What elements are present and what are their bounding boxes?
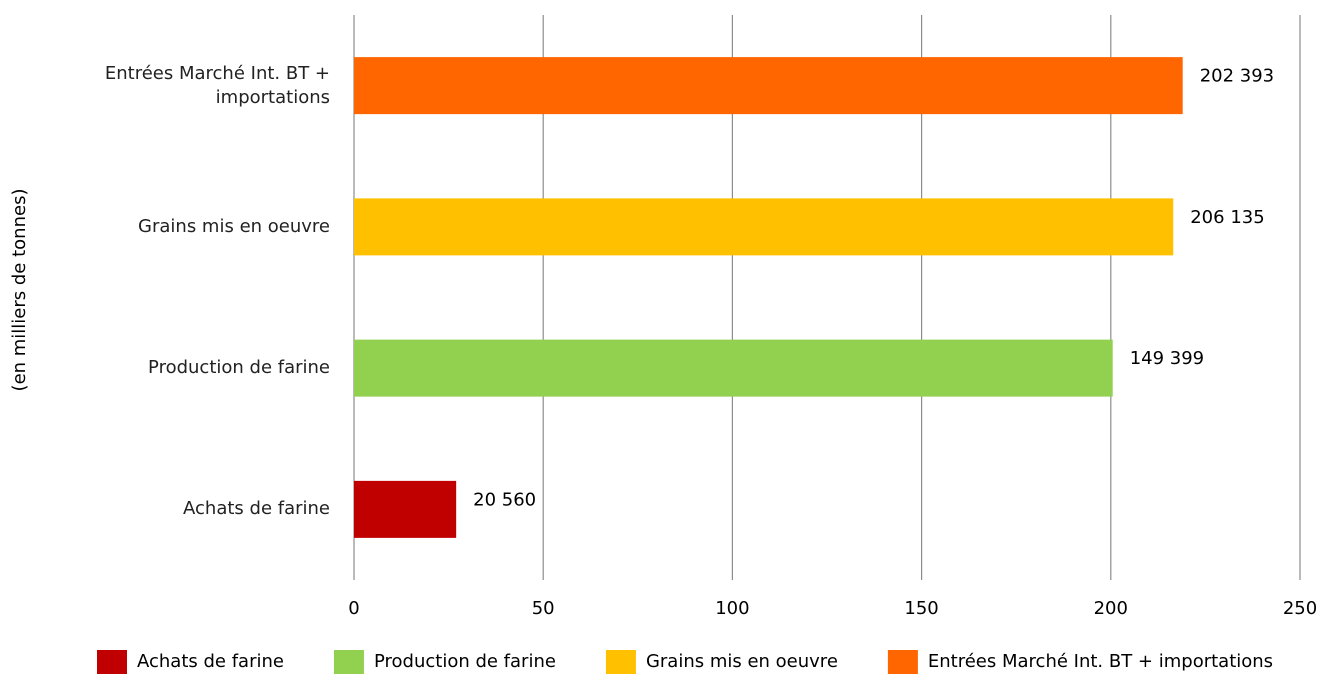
- x-tick-label: 200: [1094, 598, 1128, 619]
- legend-swatch: [605, 650, 636, 674]
- axis-label: (en milliers de tonnes): [9, 189, 30, 392]
- bar: [354, 57, 1183, 115]
- legend-label: Achats de farine: [137, 651, 284, 672]
- y-tick-label: Grains mis en oeuvre: [138, 215, 330, 237]
- bar: [354, 480, 457, 538]
- legend-label: Entrées Marché Int. BT + importations: [928, 651, 1273, 672]
- x-tick-label: 250: [1283, 598, 1317, 619]
- legend-swatch: [97, 650, 127, 674]
- legend-swatch: [887, 650, 918, 674]
- data-label: 206 135: [1190, 207, 1264, 228]
- y-tick-label: Production de farine: [148, 357, 330, 379]
- legend-label: Grains mis en oeuvre: [646, 651, 838, 672]
- y-tick-label: Achats de farine: [183, 498, 330, 520]
- y-tick-label: Entrées Marché Int. BT + importations: [104, 62, 330, 108]
- bar: [354, 198, 1174, 256]
- data-label: 20 560: [473, 489, 536, 510]
- x-tick-label: 0: [348, 598, 359, 619]
- x-tick-label: 150: [904, 598, 938, 619]
- data-label: 149 399: [1130, 348, 1204, 369]
- x-tick-label: 100: [715, 598, 749, 619]
- legend-label: Production de farine: [374, 651, 556, 672]
- data-label: 202 393: [1200, 66, 1274, 87]
- x-tick-label: 50: [532, 598, 555, 619]
- legend-swatch: [333, 650, 364, 674]
- bar: [354, 339, 1113, 397]
